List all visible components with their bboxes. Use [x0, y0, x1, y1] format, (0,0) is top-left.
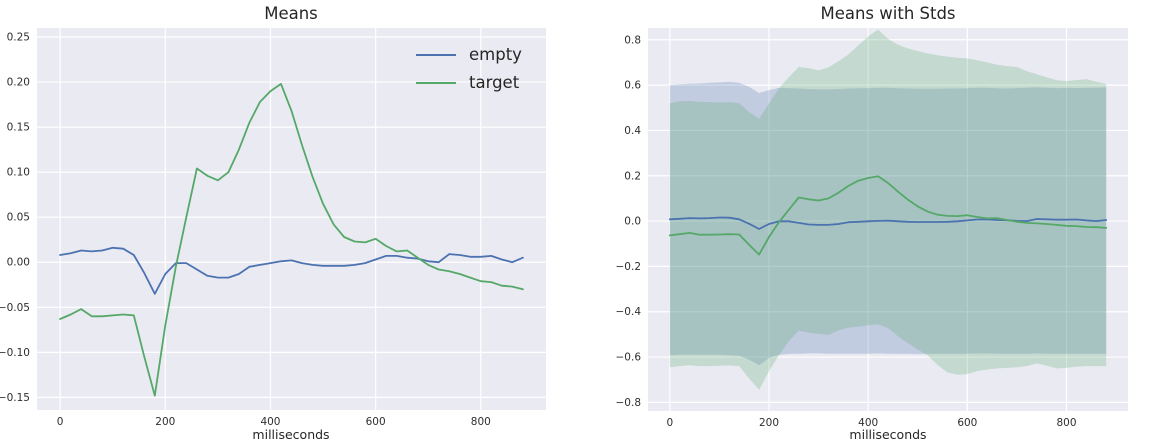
empty-std-band [669, 81, 1107, 366]
y-tick-label: 0.4 [624, 125, 641, 137]
x-tick-label: 400 [858, 417, 878, 429]
right-x-axis-label: milliseconds [849, 427, 927, 442]
legend-label-empty: empty [469, 44, 522, 64]
empty-mean-line [668, 216, 1108, 230]
x-tick-label: 0 [666, 417, 673, 429]
x-tick-label: 800 [1056, 417, 1076, 429]
y-tick-label: 0.25 [7, 32, 30, 44]
x-tick-label: 800 [471, 416, 491, 428]
empty-mean-line [59, 246, 524, 295]
target-mean-line [668, 175, 1108, 256]
y-tick-label: 0.05 [7, 212, 30, 224]
y-tick-label: −0.8 [616, 397, 642, 409]
target-mean-line [59, 83, 524, 397]
y-tick-label: −0.10 [0, 347, 30, 359]
x-tick-label: 200 [759, 417, 779, 429]
y-tick-label: −0.2 [616, 261, 642, 273]
x-tick-label: 600 [366, 416, 386, 428]
legend-line-sample-empty [416, 54, 456, 56]
y-tick-label: −0.05 [0, 302, 30, 314]
y-tick-label: 0.20 [7, 77, 30, 89]
legend: empty target [416, 45, 522, 93]
legend-item-empty: empty [416, 45, 522, 65]
y-tick-label: 0.0 [624, 216, 641, 228]
legend-line-sample-target [416, 82, 456, 84]
y-tick-label: 0.00 [7, 257, 30, 269]
left-chart-title: Means [264, 4, 318, 23]
plot-background [37, 28, 546, 410]
target-std-band [669, 29, 1107, 390]
x-tick-label: 600 [957, 417, 977, 429]
y-tick-label: −0.15 [0, 392, 30, 404]
legend-item-target: target [416, 73, 522, 93]
right-chart-title: Means with Stds [820, 4, 956, 23]
x-tick-label: 0 [57, 416, 64, 428]
y-tick-label: −0.6 [616, 352, 642, 364]
x-tick-label: 200 [155, 416, 175, 428]
y-tick-label: −0.4 [616, 306, 642, 318]
legend-label-target: target [469, 72, 520, 92]
y-tick-label: 0.15 [7, 122, 30, 134]
y-tick-label: 0.2 [624, 170, 641, 182]
y-tick-label: 0.8 [624, 34, 641, 46]
x-tick-label: 400 [260, 416, 280, 428]
y-tick-label: 0.6 [624, 80, 641, 92]
y-tick-label: 0.10 [7, 167, 30, 179]
left-x-axis-label: milliseconds [252, 427, 330, 442]
